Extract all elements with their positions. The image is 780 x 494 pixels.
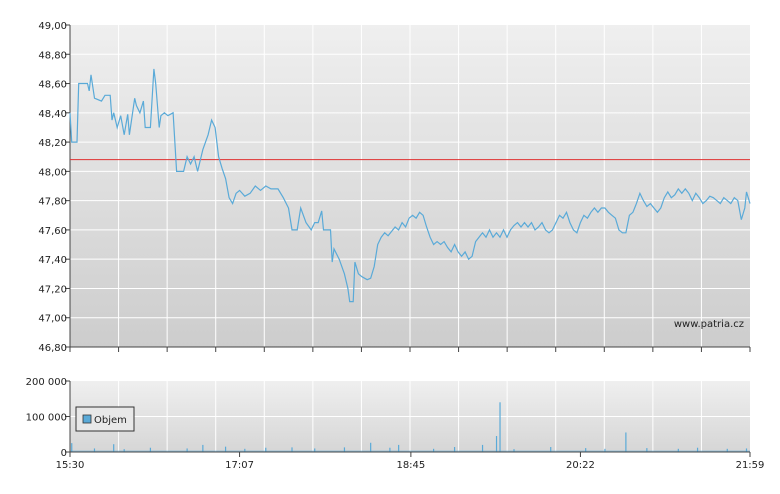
volume-y-tick-label: 0	[61, 448, 67, 459]
price-series-line	[69, 68, 751, 303]
volume-bar	[677, 448, 679, 452]
volume-bar	[343, 447, 346, 452]
volume-y-tick-label: 100 000	[26, 413, 67, 424]
volume-bar	[186, 448, 188, 452]
volume-bar	[370, 442, 372, 452]
price-y-tick-label: 47,20	[38, 284, 67, 295]
volume-bar	[453, 447, 456, 452]
volume-x-tick-label: 18:45	[396, 460, 425, 471]
volume-bar	[625, 432, 627, 452]
legend-swatch-objem	[82, 414, 92, 424]
price-y-tick-label: 47,80	[38, 197, 67, 208]
volume-grid	[70, 381, 750, 452]
price-x-ticks	[69, 347, 751, 352]
volume-bar	[726, 448, 728, 452]
price-y-tick-label: 48,80	[38, 50, 67, 61]
volume-bar	[149, 447, 152, 452]
volume-bar	[481, 444, 484, 452]
volume-bar	[113, 444, 115, 452]
volume-bar	[398, 444, 400, 452]
volume-legend: Objem	[75, 406, 135, 432]
legend-label-objem: Objem	[94, 415, 127, 426]
price-y-tick-label: 47,40	[38, 255, 67, 266]
volume-bar	[265, 447, 267, 452]
volume-x-tick-label: 17:07	[225, 460, 254, 471]
price-y-tick-label: 48,20	[38, 138, 67, 149]
volume-bar	[495, 436, 498, 452]
volume-bar	[646, 448, 648, 452]
volume-x-tick-label: 20:22	[566, 460, 595, 471]
volume-x-tick-label: 21:59	[736, 460, 765, 471]
price-y-tick-label: 48,40	[38, 109, 67, 120]
volume-bar	[432, 448, 435, 452]
volume-bar	[389, 447, 391, 452]
price-y-tick-label: 49,00	[38, 21, 67, 32]
price-grid	[70, 25, 750, 347]
volume-bar	[71, 443, 73, 452]
volume-bar	[745, 448, 748, 452]
price-y-tick-label: 47,00	[38, 314, 67, 325]
volume-bar	[513, 449, 515, 452]
volume-bar	[499, 402, 501, 452]
price-y-axis: 49,00 48,80 48,60 48,40 48,20 48,00 47,80 47,60…	[38, 21, 70, 354]
price-y-tick-label: 46,80	[38, 343, 67, 354]
volume-bars	[70, 402, 750, 452]
watermark: www.patria.cz	[674, 319, 744, 330]
volume-bar	[696, 447, 699, 452]
volume-y-tick-label: 200 000	[26, 377, 67, 388]
volume-bar	[244, 448, 246, 452]
volume-bar	[585, 448, 587, 452]
volume-bar	[604, 448, 606, 452]
volume-bar	[93, 448, 96, 452]
volume-baseline	[70, 450, 750, 452]
volume-bar	[314, 448, 316, 452]
price-y-tick-label: 47,60	[38, 226, 67, 237]
volume-bar	[123, 449, 125, 452]
price-y-tick-label: 48,60	[38, 80, 67, 91]
volume-bar	[291, 447, 293, 452]
volume-bar	[202, 444, 204, 452]
volume-bar	[224, 446, 227, 452]
volume-x-tick-label: 15:30	[56, 460, 85, 471]
price-y-tick-label: 48,00	[38, 167, 67, 178]
volume-y-axis: 200 000 100 000 0	[26, 377, 70, 459]
volume-x-axis: 15:30 17:07 18:45 20:22 21:59	[56, 452, 765, 471]
volume-bar	[550, 447, 552, 452]
